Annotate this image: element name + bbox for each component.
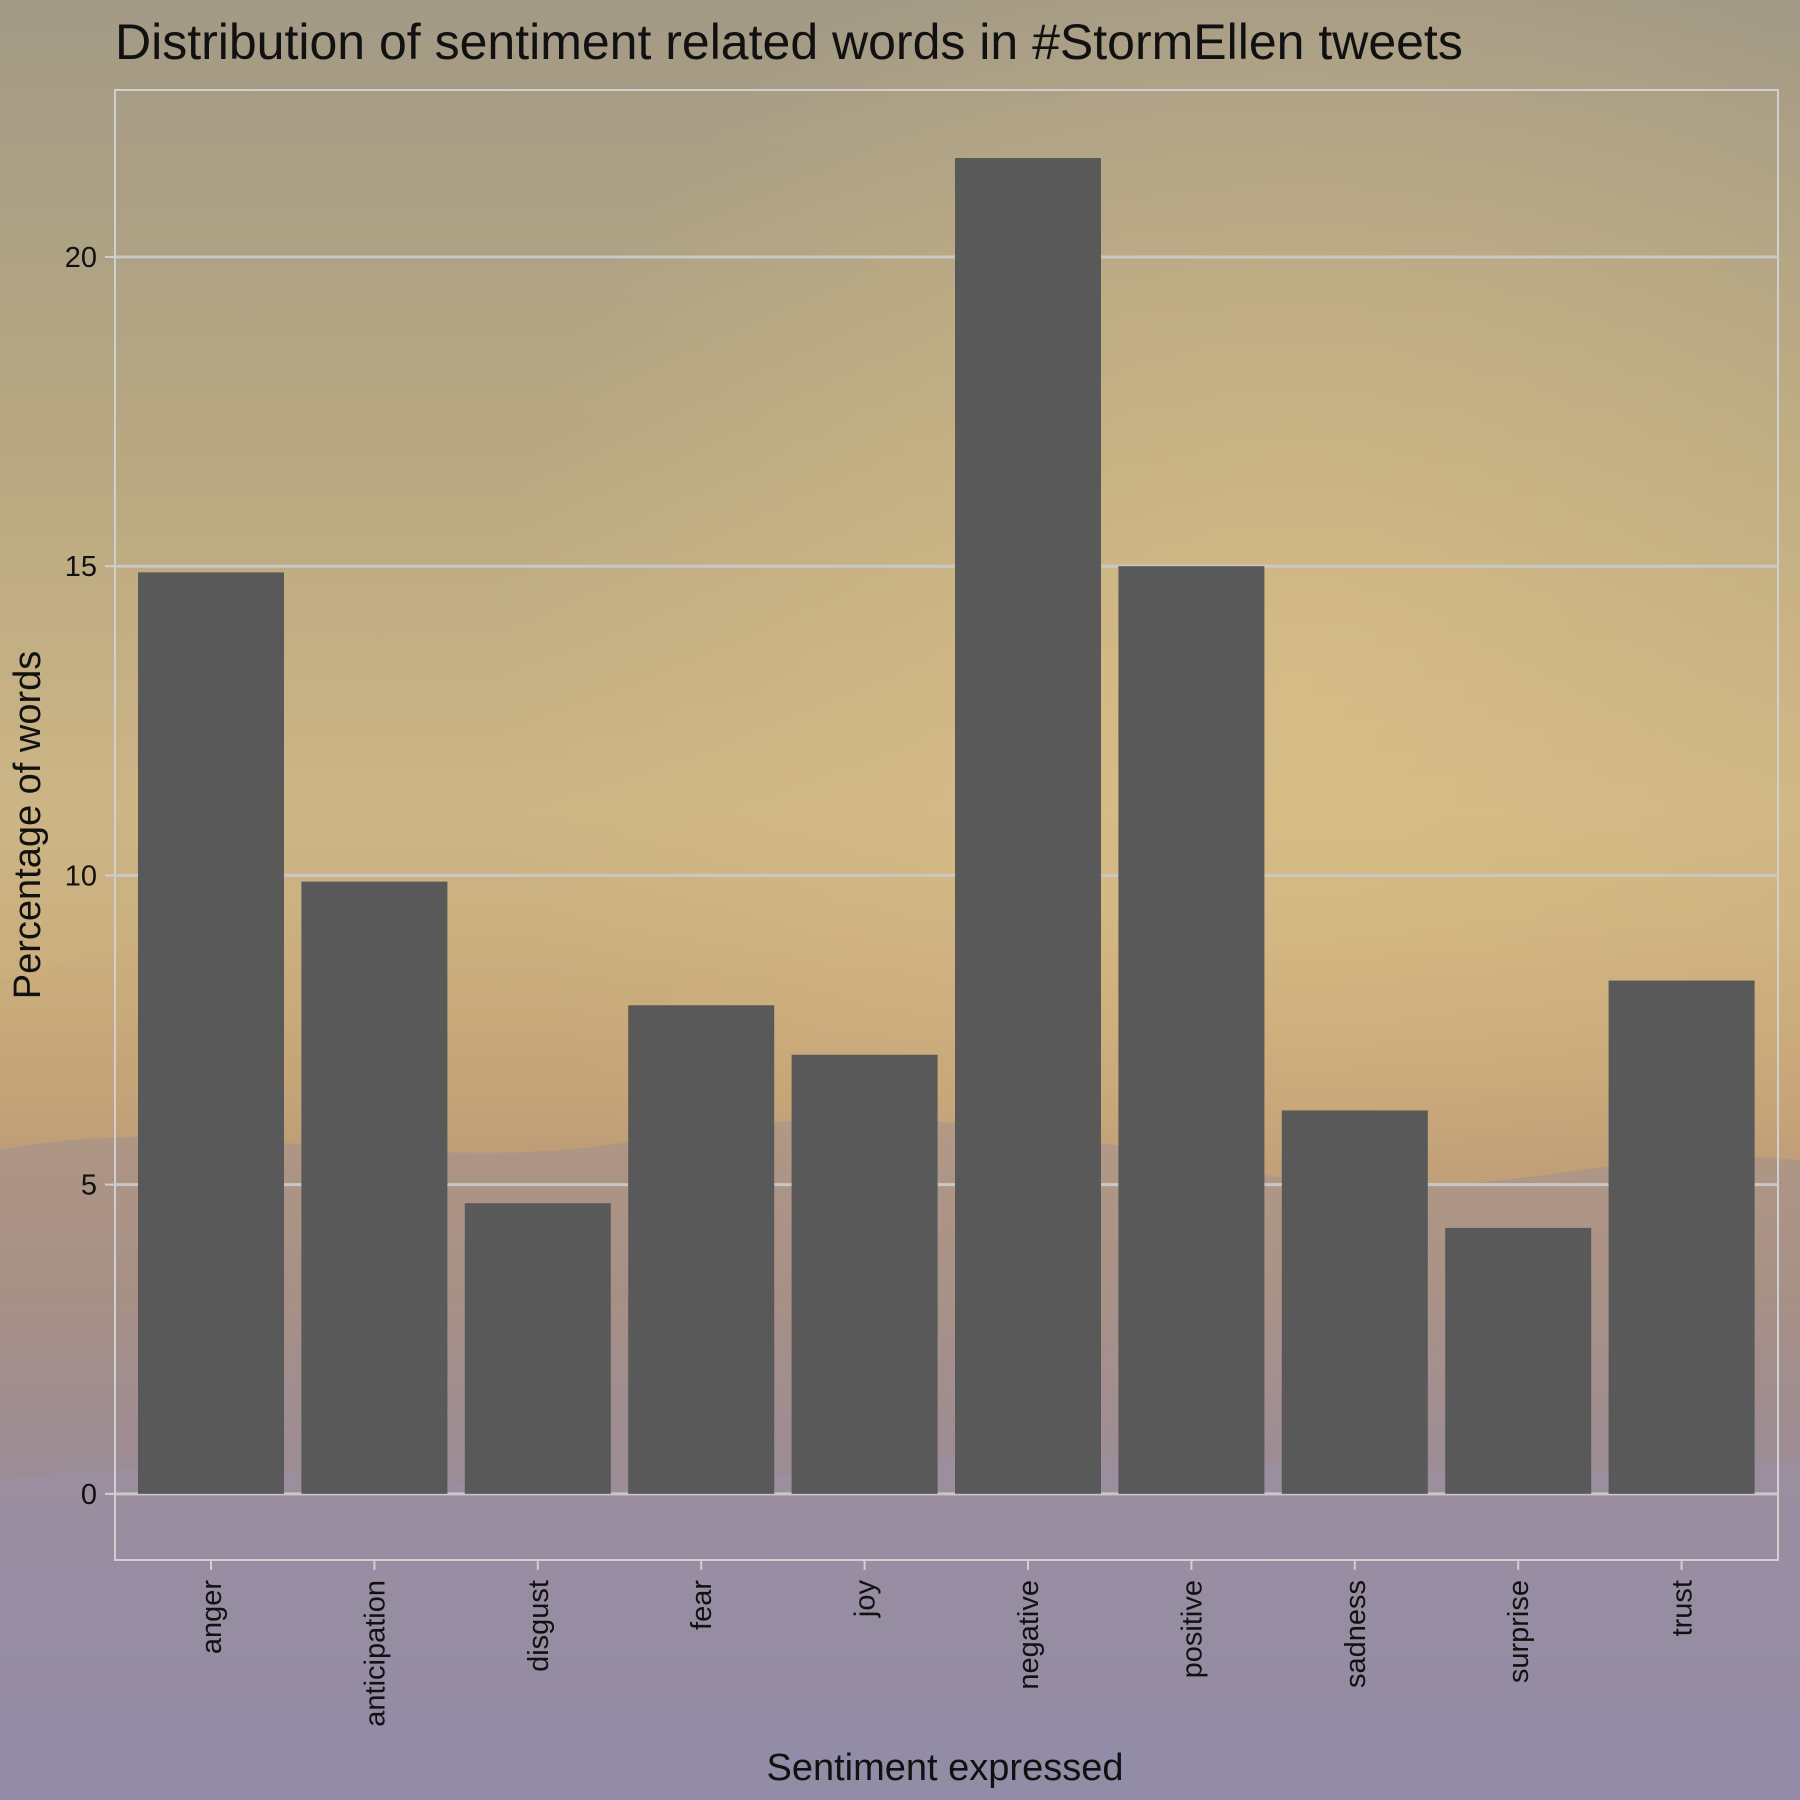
x-tick-label: disgust [523, 1580, 555, 1672]
bar-positive [1118, 566, 1265, 1494]
x-tick-label: anger [196, 1580, 228, 1655]
x-tick-label: fear [686, 1580, 718, 1630]
bar-joy [791, 1054, 938, 1494]
x-tick-label: anticipation [359, 1580, 391, 1727]
y-tick-label: 5 [81, 1170, 97, 1202]
x-tick-label: sadness [1340, 1580, 1372, 1688]
bar-surprise [1445, 1227, 1592, 1494]
y-axis-title: Percentage of words [7, 651, 49, 1000]
y-tick-label: 0 [81, 1479, 97, 1511]
y-axis: 0 5 10 15 20 [65, 242, 115, 1511]
x-tick-label: surprise [1503, 1580, 1535, 1683]
plot-panel-border [114, 89, 1779, 1561]
y-tick-label: 10 [65, 860, 97, 892]
chart-title: Distribution of sentiment related words … [115, 14, 1463, 70]
x-axis-title: Sentiment expressed [767, 1747, 1124, 1789]
bar-fear [628, 1005, 775, 1494]
y-tick-label: 20 [65, 242, 97, 274]
bar-trust [1608, 980, 1755, 1494]
x-tick-label: positive [1176, 1580, 1208, 1678]
x-tick-label: trust [1667, 1580, 1699, 1636]
x-tick-label: joy [850, 1580, 882, 1619]
x-axis: anger anticipation disgust fear joy negative p… [196, 1560, 1699, 1727]
x-tick-label: negative [1013, 1580, 1045, 1690]
bar-negative [955, 158, 1101, 1494]
bar-series [138, 158, 1755, 1494]
bar-anticipation [301, 881, 448, 1494]
bar-sadness [1281, 1110, 1428, 1494]
bar-anger [138, 572, 284, 1494]
bar-disgust [464, 1203, 611, 1494]
y-tick-label: 15 [65, 551, 97, 583]
